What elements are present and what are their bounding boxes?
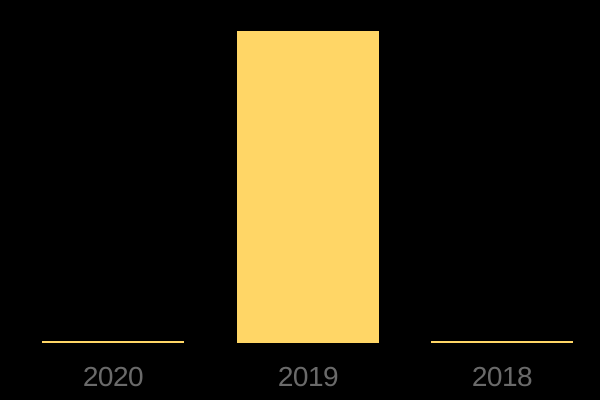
bar-2019 [237,31,379,343]
bar-column-2018 [431,0,573,343]
bar-2020 [42,340,184,343]
bar-column-2019 [237,0,379,343]
bar-column-2020 [42,0,184,343]
bar-2018 [431,340,573,343]
x-axis-label-2018: 2018 [471,361,533,392]
x-axis-label-2019: 2019 [277,361,339,392]
x-axis-label-2020: 2020 [82,361,144,392]
